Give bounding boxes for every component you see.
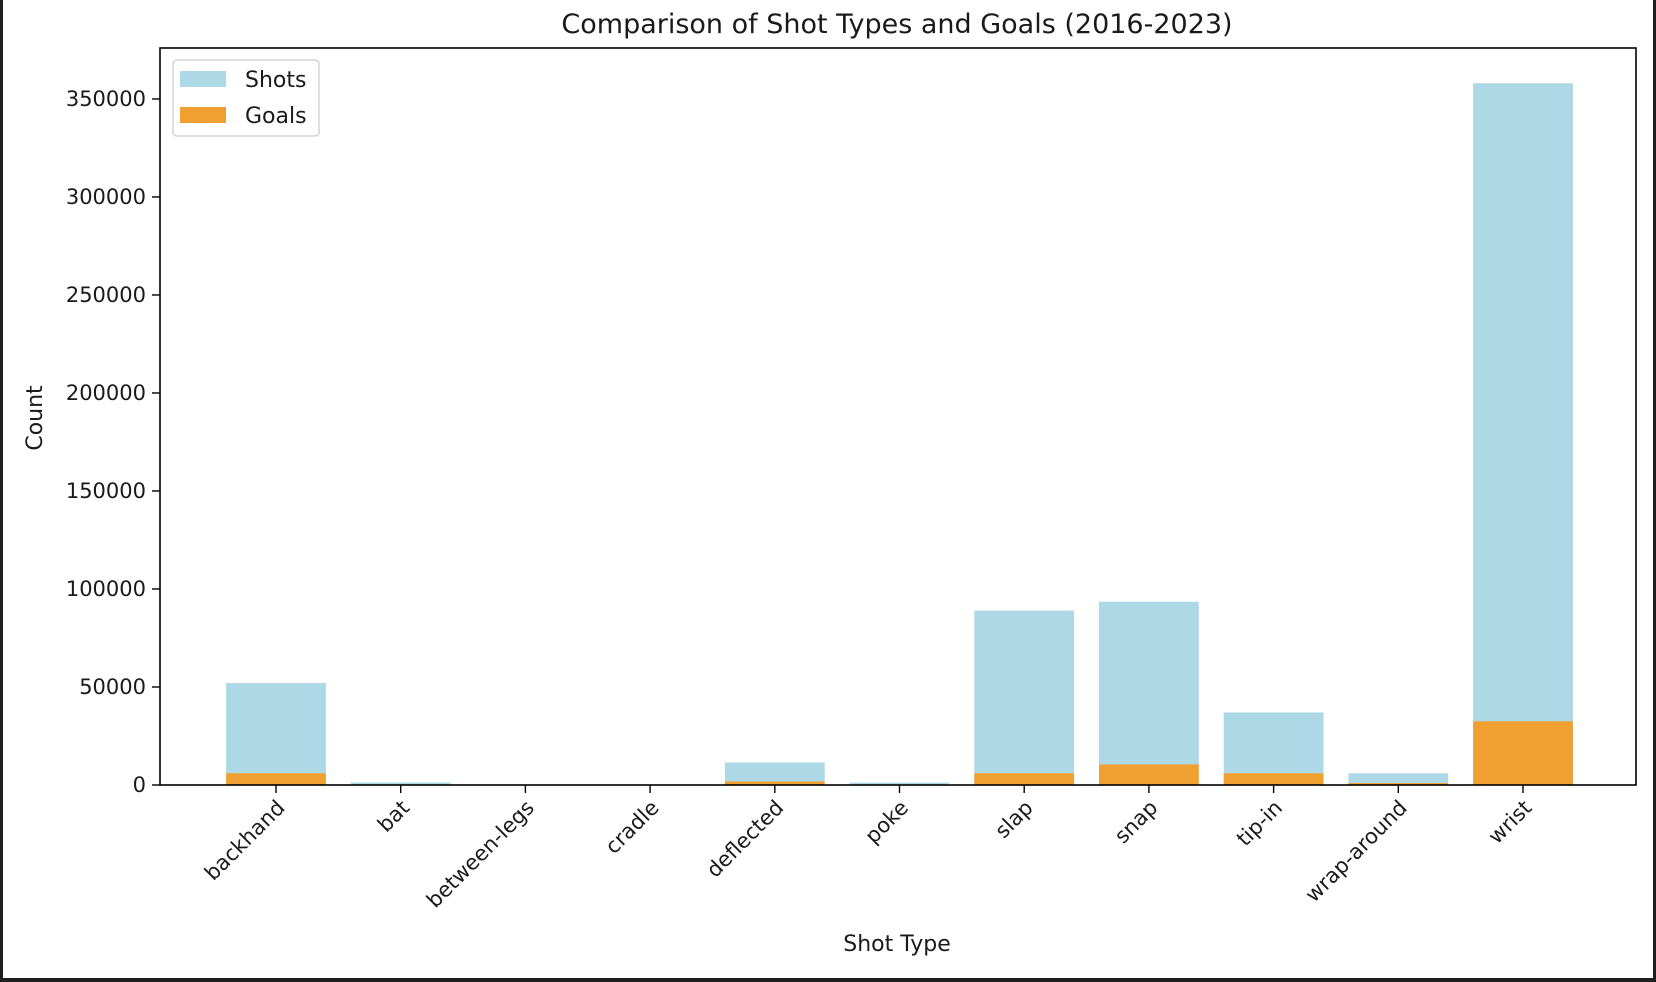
- bar-goals-slap: [974, 773, 1075, 785]
- x-tick-label-bat: bat: [373, 796, 414, 837]
- legend-label-goals: Goals: [245, 104, 307, 129]
- y-tick-label: 200000: [66, 381, 146, 405]
- y-axis: 0 50000 100000 150000 200000 250000 300000 3500…: [66, 87, 160, 797]
- y-tick-label: 250000: [66, 283, 146, 307]
- y-tick-label: 150000: [66, 479, 146, 503]
- bar-shots-poke: [849, 782, 950, 785]
- x-tick-label-poke: poke: [860, 796, 913, 849]
- shots-series: [226, 83, 1573, 785]
- bar-shots-backhand: [226, 683, 326, 785]
- x-tick-label-cradle: cradle: [601, 796, 664, 859]
- bar-chart: Comparison of Shot Types and Goals (2016…: [23, 9, 1637, 957]
- y-tick-label: 300000: [66, 185, 146, 209]
- x-tick-label-wrap-around: wrap-around: [1301, 796, 1412, 907]
- bar-shots-deflected: [724, 762, 825, 785]
- y-tick-label: 350000: [66, 87, 146, 111]
- x-tick-label-deflected: deflected: [702, 796, 789, 883]
- bar-shots-wrist: [1473, 83, 1573, 785]
- x-tick-label-slap: slap: [990, 796, 1037, 843]
- bar-goals-backhand: [226, 773, 326, 785]
- x-axis-title: Shot Type: [843, 932, 951, 957]
- bar-shots-wrap-around: [1348, 773, 1449, 785]
- legend: Shots Goals: [172, 59, 320, 137]
- x-axis: backhand bat between-legs cradle deflected po…: [200, 785, 1537, 913]
- x-tick-label-wrist: wrist: [1484, 796, 1537, 849]
- bar-shots-bat: [350, 782, 451, 785]
- x-tick-label-backhand: backhand: [200, 796, 290, 886]
- bar-goals-wrap-around: [1348, 783, 1449, 785]
- x-tick-label-tip-in: tip-in: [1232, 796, 1287, 851]
- bar-goals-tip-in: [1223, 773, 1324, 785]
- chart-title: Comparison of Shot Types and Goals (2016…: [561, 9, 1232, 40]
- bar-shots-slap: [974, 610, 1075, 785]
- bar-goals-deflected: [724, 781, 825, 785]
- legend-label-shots: Shots: [245, 68, 306, 93]
- figure-canvas: Comparison of Shot Types and Goals (2016…: [3, 0, 1653, 978]
- bar-goals-wrist: [1473, 721, 1573, 785]
- y-tick-label: 50000: [79, 675, 146, 699]
- plot-area-frame: [159, 47, 1637, 786]
- bar-goals-snap: [1099, 764, 1199, 785]
- bar-shots-tip-in: [1223, 712, 1324, 785]
- y-tick-label: 100000: [66, 577, 146, 601]
- y-axis-title: Count: [23, 385, 48, 451]
- legend-swatch-shots: [180, 71, 226, 87]
- goals-series: [226, 721, 1573, 785]
- x-tick-label-between-legs: between-legs: [422, 796, 539, 913]
- y-tick-label: 0: [133, 773, 146, 797]
- x-tick-label-snap: snap: [1110, 796, 1163, 849]
- legend-swatch-goals: [180, 107, 226, 123]
- bar-shots-snap: [1099, 601, 1199, 785]
